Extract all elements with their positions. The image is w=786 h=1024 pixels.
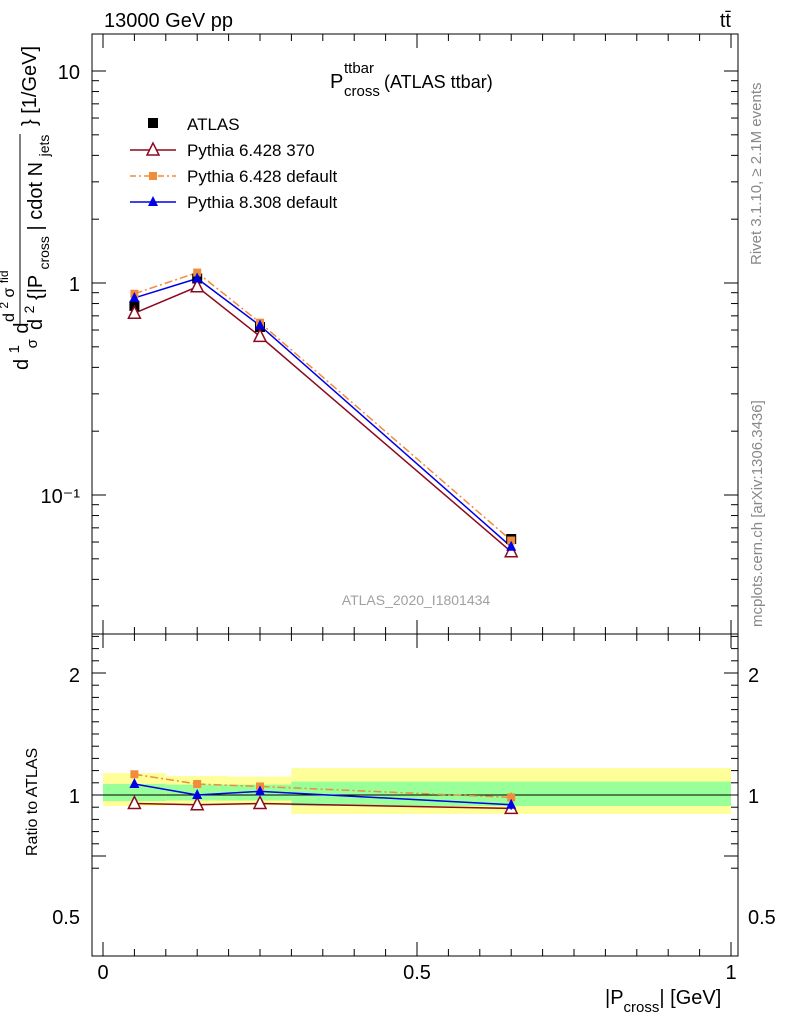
ylabel-part-c: σ	[24, 338, 41, 348]
ratio-data-point	[252, 794, 268, 810]
main-axis-ticks	[92, 34, 738, 634]
mc-data-point	[252, 327, 268, 343]
x-tick-0p5: 0.5	[403, 962, 431, 984]
header-left: 13000 GeV pp	[104, 10, 233, 32]
ratio-data-point	[189, 796, 205, 811]
legend-marker-atlas	[148, 118, 158, 128]
ratio-y-tick-2-right: 2	[748, 665, 759, 687]
ratio-data-point	[506, 798, 517, 809]
main-y-axis-label: d 1 σ d d 2 σ fid d 2 {|P cross | cdot N…	[0, 46, 54, 370]
title-main: P	[330, 71, 343, 93]
main-plot-data	[127, 268, 519, 558]
mc-data-point	[506, 540, 517, 551]
ylabel-part-f2: 2	[21, 305, 37, 313]
x-tick-1: 1	[725, 962, 736, 984]
title-tail: (ATLAS ttbar)	[384, 72, 493, 92]
x-label-tail: | [GeV]	[659, 987, 721, 1009]
main-series-line	[134, 285, 512, 553]
title-sub: cross	[344, 83, 380, 100]
ylabel-part-m: } [1/GeV]	[19, 46, 41, 126]
ratio-plot-data	[127, 770, 519, 815]
x-axis-label: |Pcross| [GeV]	[605, 987, 721, 1016]
ylabel-part-h: fid	[0, 270, 11, 283]
svg-text:d 2 {|P cros: d 2 {|P cross | cdot N jets	[17, 135, 54, 330]
legend-label-py6-default: Pythia 6.428 default	[187, 167, 338, 186]
ratio-y-label: Ratio to ATLAS	[24, 748, 41, 856]
main-series-line	[134, 271, 512, 542]
mc-data-point	[507, 536, 516, 545]
ratio-y-tick-1-left: 1	[69, 786, 80, 808]
ylabel-part-b: 1	[6, 345, 23, 353]
legend-label-py8-default: Pythia 8.308 default	[187, 193, 338, 212]
ratio-y-tick-0p5-left: 0.5	[52, 907, 80, 929]
ratio-band-inner	[103, 784, 166, 802]
ratio-data-point	[255, 785, 265, 796]
legend-label-py6-370: Pythia 6.428 370	[187, 141, 315, 160]
ratio-y-tick-0p5-right: 0.5	[748, 907, 776, 929]
main-y-tick-10: 10	[58, 62, 80, 84]
ylabel-part-g: σ	[1, 288, 18, 298]
svg-text:d 2 σ fid: d 2 σ fid	[0, 270, 18, 322]
ratio-data-point	[507, 793, 516, 802]
ylabel-part-l: jets	[36, 135, 52, 158]
main-series-line	[134, 277, 512, 548]
ylabel-part-a: d	[11, 359, 33, 370]
ylabel-part-e2: d	[25, 319, 47, 330]
svg-text:d 1 σ d: d 1 σ d	[2, 322, 42, 370]
header-right: tt̄	[720, 10, 732, 32]
ylabel-part-i: {|P	[25, 275, 47, 300]
analysis-watermark: ATLAS_2020_I1801434	[342, 592, 491, 608]
x-label-sub: cross	[624, 999, 660, 1016]
ratio-data-point	[193, 780, 202, 789]
main-y-tick-1: 1	[69, 274, 80, 296]
ratio-y-tick-1-right: 1	[748, 786, 759, 808]
legend-marker-py8-default	[148, 196, 158, 206]
ratio-data-point	[130, 770, 139, 779]
ratio-series-line	[134, 773, 512, 799]
mc-data-point	[192, 272, 203, 283]
mcplots-label: mcplots.cern.ch [arXiv:1306.3436]	[749, 400, 766, 627]
main-y-tick-0p1: 10⁻¹	[41, 486, 81, 508]
ratio-series-line	[134, 783, 512, 806]
legend-marker-py6-default	[149, 172, 157, 180]
x-label-main: |P	[605, 987, 624, 1009]
ratio-y-tick-2-left: 2	[69, 665, 80, 687]
title-sup: ttbar	[344, 60, 374, 77]
legend: ATLAS Pythia 6.428 370 Pythia 6.428 defa…	[130, 115, 338, 212]
ylabel-part-j: cross	[36, 236, 52, 269]
ylabel-part-d: d	[11, 322, 33, 333]
mc-data-point	[255, 319, 265, 330]
ratio-axis-ticks	[92, 634, 738, 956]
legend-marker-py6-370	[145, 141, 161, 156]
ylabel-part-k: | cdot N	[25, 162, 47, 231]
rivet-label: Rivet 3.1.10, ≥ 2.1M events	[748, 83, 765, 266]
mc-data-point	[129, 291, 140, 302]
plot-title: P ttbar cross (ATLAS ttbar)	[330, 60, 493, 100]
ratio-data-point	[129, 778, 140, 789]
svg-text:P: P	[330, 71, 343, 93]
mc-data-point	[127, 304, 142, 319]
legend-label-atlas: ATLAS	[187, 115, 240, 134]
ylabel-part-f: 2	[0, 302, 11, 309]
ylabel-part-e: d	[1, 313, 18, 322]
ratio-series-line	[134, 802, 512, 810]
mc-data-point	[189, 278, 205, 293]
svg-text:|Pcross| [GeV]: |Pcross| [GeV]	[605, 987, 721, 1016]
x-tick-0: 0	[97, 962, 108, 984]
ratio-data-point	[192, 789, 203, 799]
ratio-data-point	[127, 794, 142, 810]
